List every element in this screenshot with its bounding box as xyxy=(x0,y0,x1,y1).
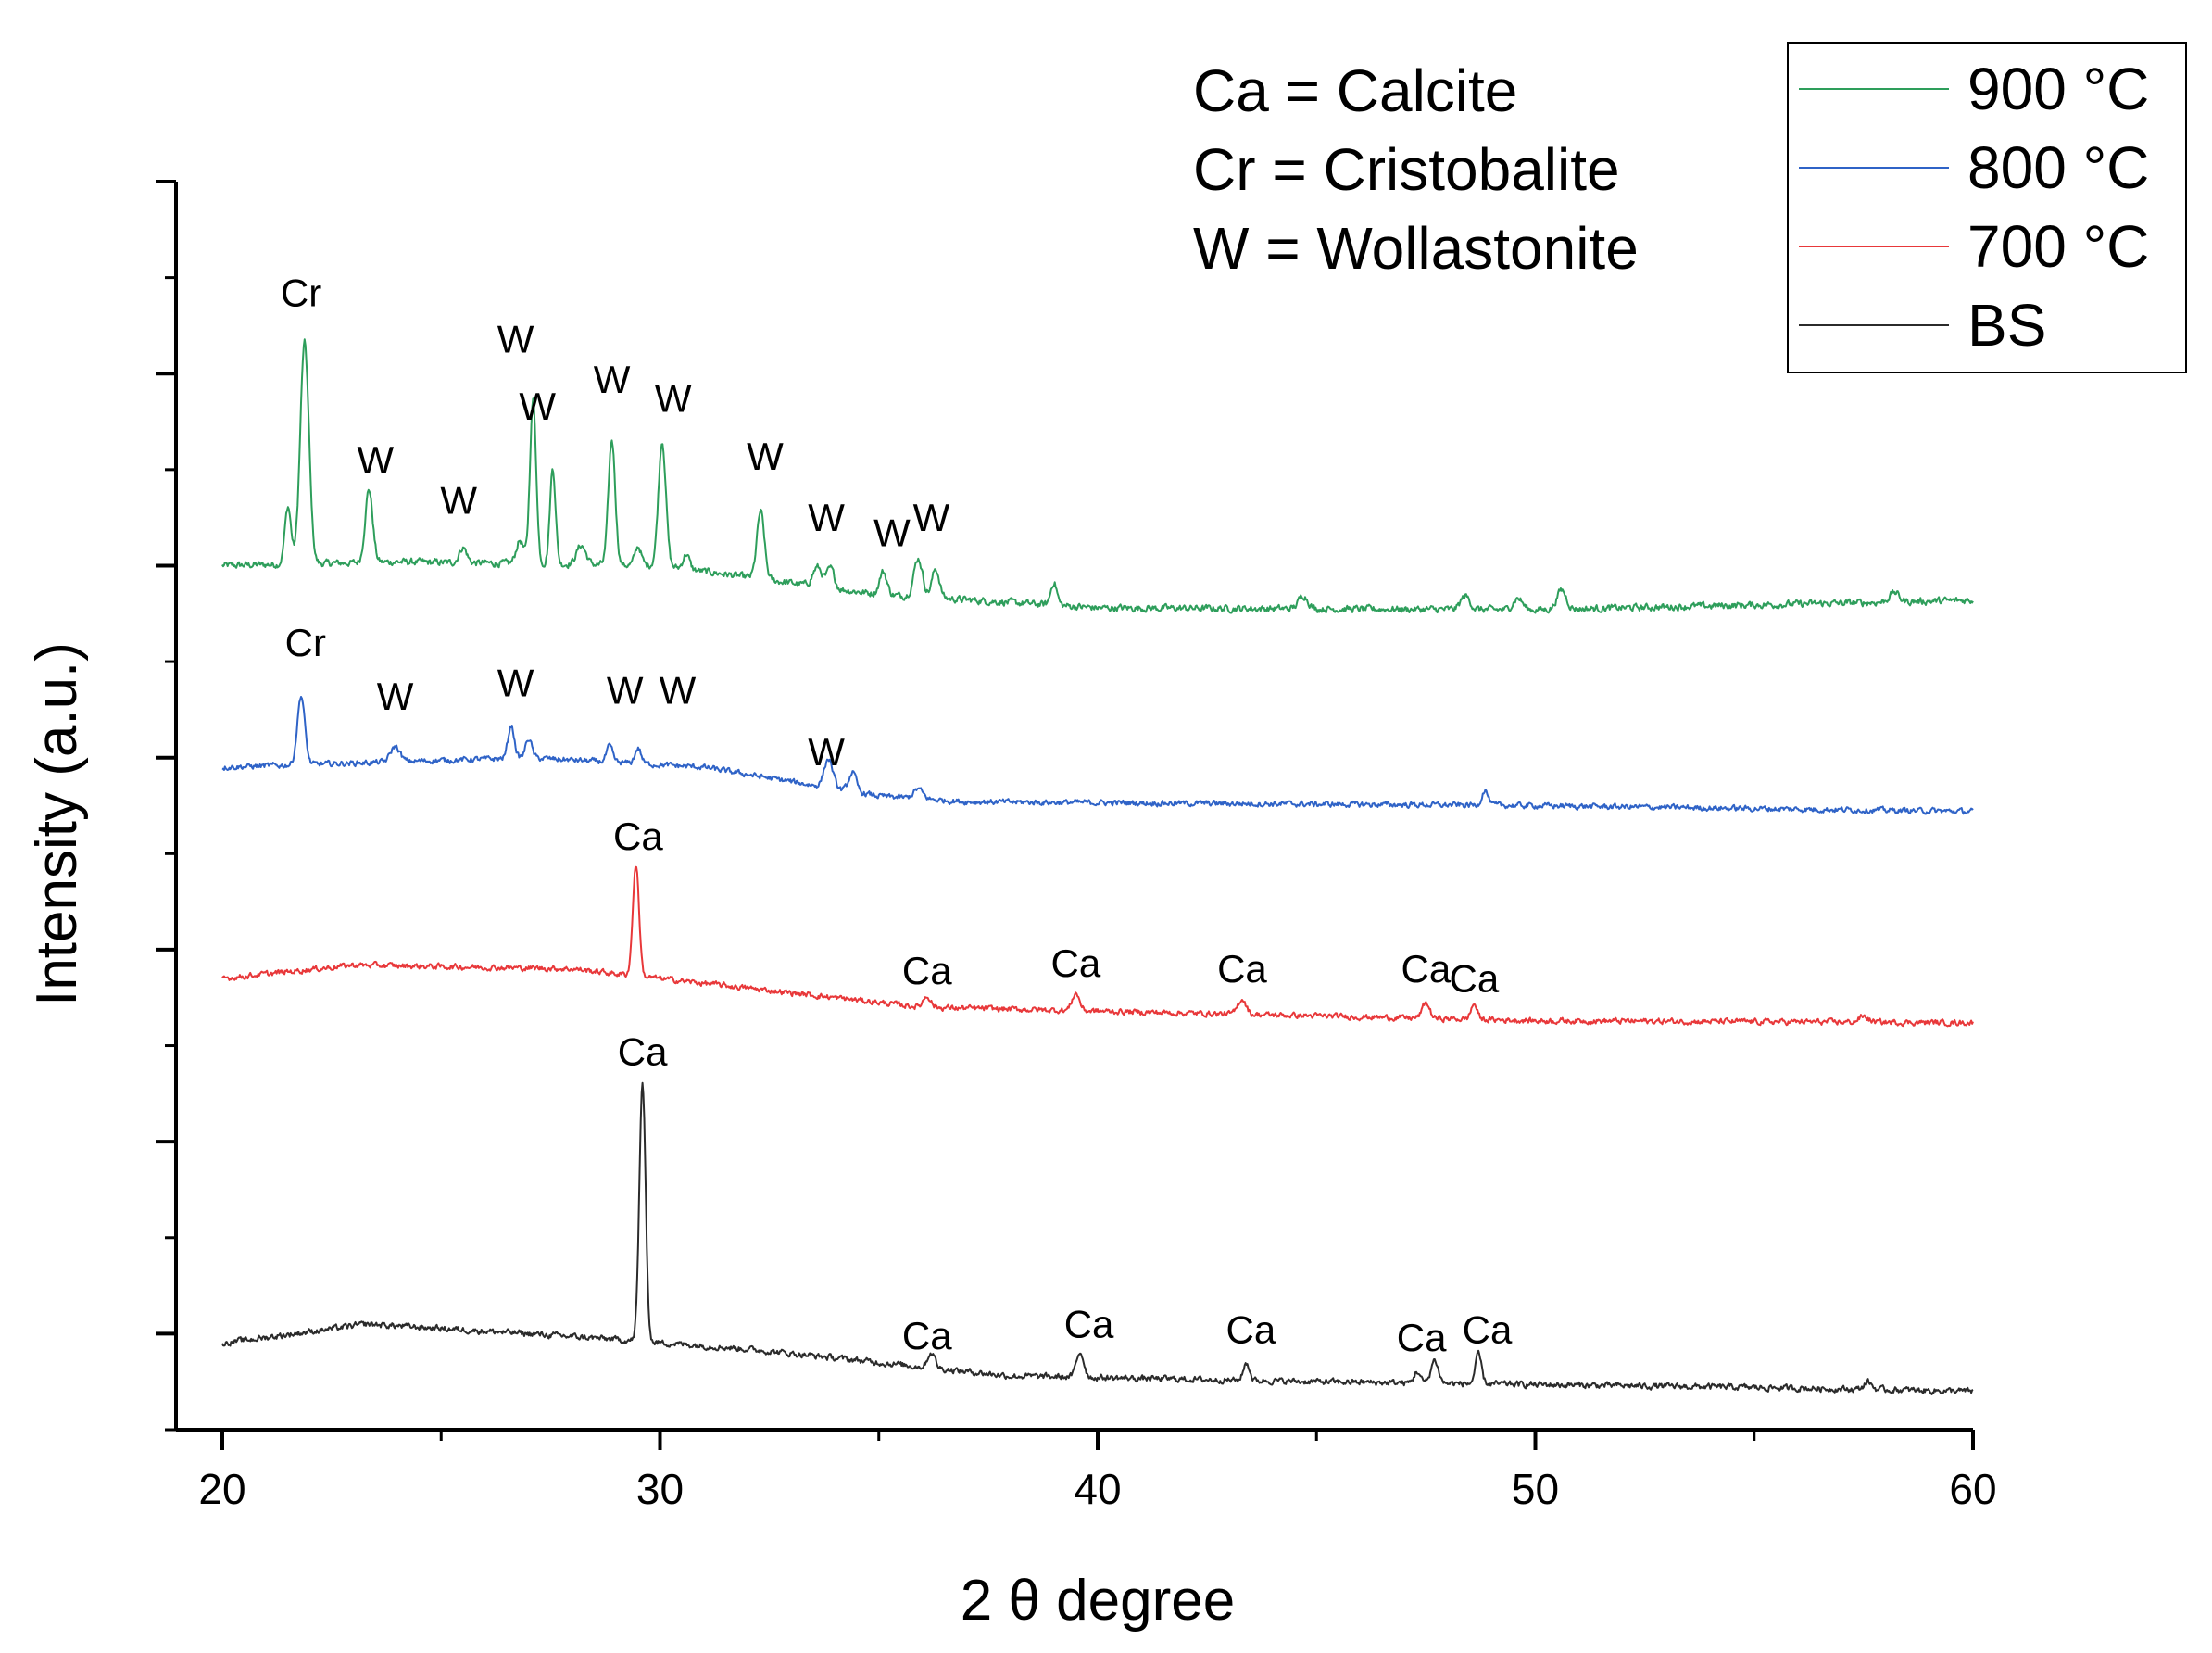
y-axis-title: Intensity (a.u.) xyxy=(25,642,89,1006)
peak-label: Cr xyxy=(281,271,321,315)
legend-entry: BS xyxy=(1967,292,2046,359)
legend-entry: 800 °C xyxy=(1967,134,2149,201)
peak-label: W xyxy=(808,496,845,539)
series-line-0 xyxy=(221,338,1974,614)
peak-label: W xyxy=(873,511,911,555)
peak-label: Ca xyxy=(902,1314,952,1357)
series-layer xyxy=(221,338,1974,1395)
peak-label: W xyxy=(660,669,697,713)
series-line-2 xyxy=(221,865,1974,1028)
peak-label: W xyxy=(497,317,534,360)
peak-label: W xyxy=(594,358,631,401)
x-tick-label: 40 xyxy=(1074,1465,1121,1513)
peak-label: Ca xyxy=(1217,947,1267,991)
peak-label: Ca xyxy=(1397,1316,1447,1359)
x-tick-label: 50 xyxy=(1512,1465,1559,1513)
peak-label: W xyxy=(747,435,784,478)
peak-label: W xyxy=(519,385,556,428)
peak-label: Cr xyxy=(285,621,326,664)
abbreviation-key: Ca = Calcite Cr = Cristobalite W = Wolla… xyxy=(1193,57,1639,282)
peak-label: W xyxy=(440,479,477,523)
chart-axes: 20 30 40 50 60 xyxy=(156,180,1997,1513)
peak-label: Ca xyxy=(1401,947,1452,991)
peak-label: Ca xyxy=(1064,1303,1114,1346)
legend: 900 °C 800 °C 700 °C BS xyxy=(1787,42,2187,373)
abbreviation-cristobalite: Cr = Cristobalite xyxy=(1193,136,1620,203)
x-tick-label: 30 xyxy=(636,1465,684,1513)
peak-label: W xyxy=(655,377,692,421)
peak-label: W xyxy=(913,496,950,539)
peak-label: Ca xyxy=(618,1029,668,1073)
peak-label: W xyxy=(377,675,414,718)
legend-box xyxy=(1787,42,2187,373)
peak-label: Ca xyxy=(1051,941,1101,985)
peak-label: Ca xyxy=(613,814,663,858)
series-line-3 xyxy=(221,1081,1974,1395)
peak-label: Ca xyxy=(1463,1308,1513,1352)
legend-entry: 900 °C xyxy=(1967,56,2149,122)
legend-entry: 700 °C xyxy=(1967,213,2149,280)
peak-label: W xyxy=(607,669,644,713)
peak-label: W xyxy=(358,438,395,482)
abbreviation-calcite: Ca = Calcite xyxy=(1193,57,1517,124)
abbreviation-wollastonite: W = Wollastonite xyxy=(1193,215,1639,282)
series-line-1 xyxy=(221,696,1974,815)
x-axis-title: 2 θ degree xyxy=(961,1569,1235,1633)
peak-label: Ca xyxy=(1226,1308,1276,1352)
x-tick-label: 20 xyxy=(198,1465,245,1513)
peak-label: W xyxy=(808,730,845,774)
peak-label: Ca xyxy=(1449,957,1499,1001)
x-tick-label: 60 xyxy=(1949,1465,1996,1513)
peak-label: Ca xyxy=(902,949,952,992)
peak-label: W xyxy=(497,661,534,704)
